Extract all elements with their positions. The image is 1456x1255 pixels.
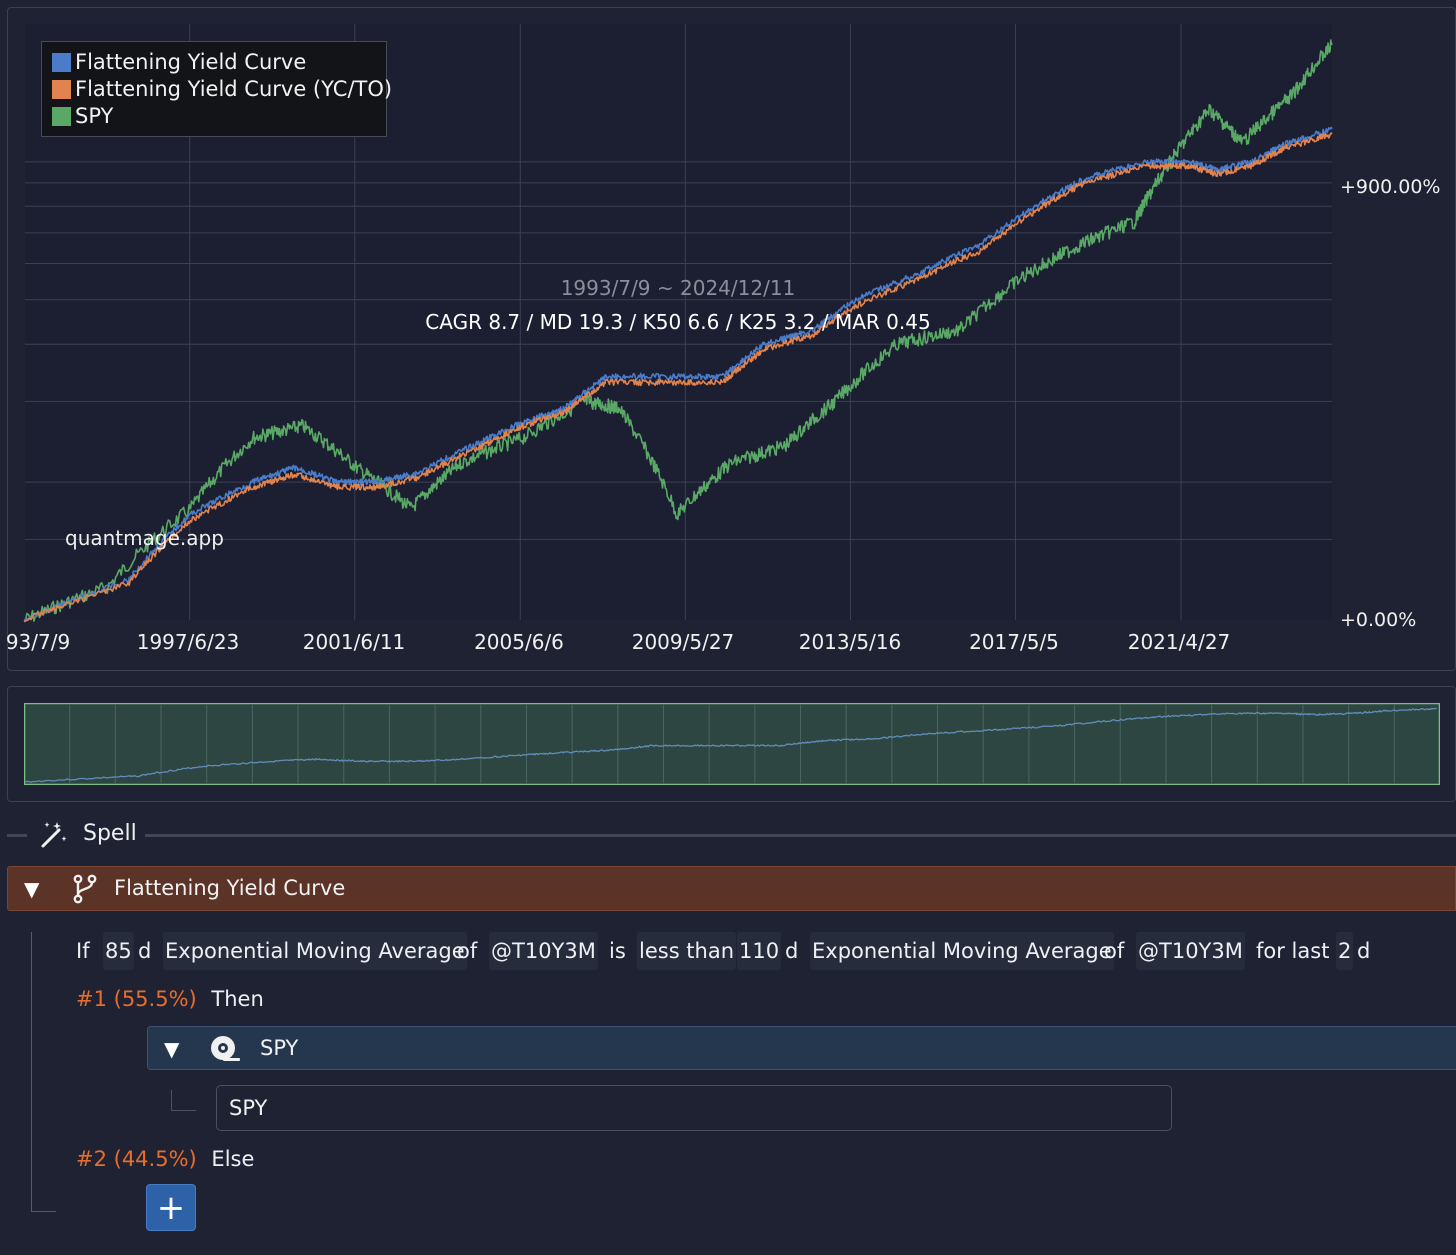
y-tick-label: +900.00% bbox=[1340, 176, 1441, 198]
if-block-header[interactable]: ▼ Flattening Yield Curve bbox=[7, 866, 1456, 911]
left-ticker-select[interactable]: @T10Y3M bbox=[489, 932, 598, 970]
of-word: of bbox=[457, 939, 478, 963]
branch-word: Then bbox=[211, 987, 264, 1011]
x-tick-label: 2009/5/27 bbox=[631, 630, 735, 654]
legend-swatch bbox=[52, 80, 71, 99]
left-period-unit: d bbox=[138, 939, 152, 963]
ticker-input[interactable] bbox=[216, 1085, 1172, 1131]
stats-label: CAGR 8.7 / MD 19.3 / K50 6.6 / K25 3.2 /… bbox=[425, 310, 931, 334]
right-indicator-select[interactable]: Exponential Moving Average bbox=[810, 932, 1114, 970]
legend-swatch bbox=[52, 107, 71, 126]
spell-label: Spell bbox=[83, 821, 137, 846]
x-tick-label: 2013/5/16 bbox=[798, 630, 902, 654]
x-tick-label: 2021/4/27 bbox=[1127, 630, 1231, 654]
for-last-word: for last bbox=[1256, 939, 1330, 963]
git-branch-icon bbox=[73, 874, 97, 904]
add-block-button[interactable]: + bbox=[146, 1184, 196, 1231]
spell-section-header: Spell bbox=[7, 815, 1456, 855]
if-block-title: Flattening Yield Curve bbox=[114, 876, 346, 900]
x-tick-label: 2001/6/11 bbox=[302, 630, 406, 654]
branch-weight: #1 (55.5%) bbox=[76, 987, 197, 1011]
date-range-label: 1993/7/9 ~ 2024/12/11 bbox=[560, 276, 796, 300]
legend-item-spy[interactable]: SPY bbox=[52, 104, 113, 128]
else-branch-label: #2 (44.5%) Else bbox=[76, 1147, 254, 1171]
branch-weight: #2 (44.5%) bbox=[76, 1147, 197, 1171]
tree-connector bbox=[31, 1211, 56, 1212]
x-tick-label: 2005/6/6 bbox=[474, 630, 564, 654]
chart-legend: Flattening Yield Curve Flattening Yield … bbox=[41, 41, 392, 137]
left-period-input[interactable]: 85 bbox=[103, 932, 134, 970]
legend-label: Flattening Yield Curve bbox=[75, 50, 307, 74]
x-tick-label: 2017/5/5 bbox=[969, 630, 1059, 654]
left-indicator-select[interactable]: Exponential Moving Average bbox=[163, 932, 467, 970]
legend-label: Flattening Yield Curve (YC/TO) bbox=[75, 77, 393, 101]
legend-item-flattening[interactable]: Flattening Yield Curve bbox=[52, 50, 306, 74]
tree-connector bbox=[31, 932, 32, 1212]
is-word: is bbox=[609, 939, 626, 963]
asset-block-header[interactable]: ▼ SPY bbox=[147, 1026, 1456, 1070]
legend-item-flattening-ycto[interactable]: Flattening Yield Curve (YC/TO) bbox=[52, 77, 392, 101]
then-branch-label: #1 (55.5%) Then bbox=[76, 987, 264, 1011]
days-unit: d bbox=[1357, 939, 1371, 963]
series-line-0 bbox=[23, 126, 1333, 622]
comparator-select[interactable]: less than bbox=[637, 932, 737, 970]
condition-if-word: If bbox=[76, 939, 90, 963]
asset-block-title: SPY bbox=[260, 1036, 299, 1060]
navigator-panel bbox=[7, 686, 1456, 802]
x-tick-label: 1997/6/23 bbox=[136, 630, 240, 654]
y-tick-label: +0.00% bbox=[1340, 609, 1417, 631]
chart-panel: Flattening Yield Curve Flattening Yield … bbox=[5, 7, 1456, 671]
legend-swatch bbox=[52, 53, 71, 72]
asset-icon bbox=[211, 1036, 240, 1061]
of-word: of bbox=[1104, 939, 1125, 963]
right-period-input[interactable]: 110 bbox=[737, 932, 782, 970]
right-period-unit: d bbox=[785, 939, 799, 963]
series-line-1 bbox=[23, 132, 1333, 623]
range-navigator[interactable] bbox=[24, 703, 1440, 785]
right-ticker-select[interactable]: @T10Y3M bbox=[1136, 932, 1245, 970]
x-tick-label: 93/7/9 bbox=[5, 630, 71, 654]
legend-label: SPY bbox=[75, 104, 114, 128]
divider bbox=[145, 834, 1456, 837]
watermark: quantmage.app bbox=[65, 526, 224, 550]
navigator-series-line bbox=[25, 707, 1437, 783]
magic-wand-icon bbox=[41, 822, 67, 848]
navigator-window bbox=[24, 703, 1440, 785]
divider bbox=[7, 834, 27, 837]
collapse-triangle-icon[interactable]: ▼ bbox=[24, 877, 40, 901]
tree-connector bbox=[171, 1090, 196, 1111]
branch-word: Else bbox=[211, 1147, 255, 1171]
series-line-2 bbox=[23, 39, 1333, 622]
days-input[interactable]: 2 bbox=[1336, 932, 1354, 970]
collapse-triangle-icon[interactable]: ▼ bbox=[164, 1037, 180, 1061]
